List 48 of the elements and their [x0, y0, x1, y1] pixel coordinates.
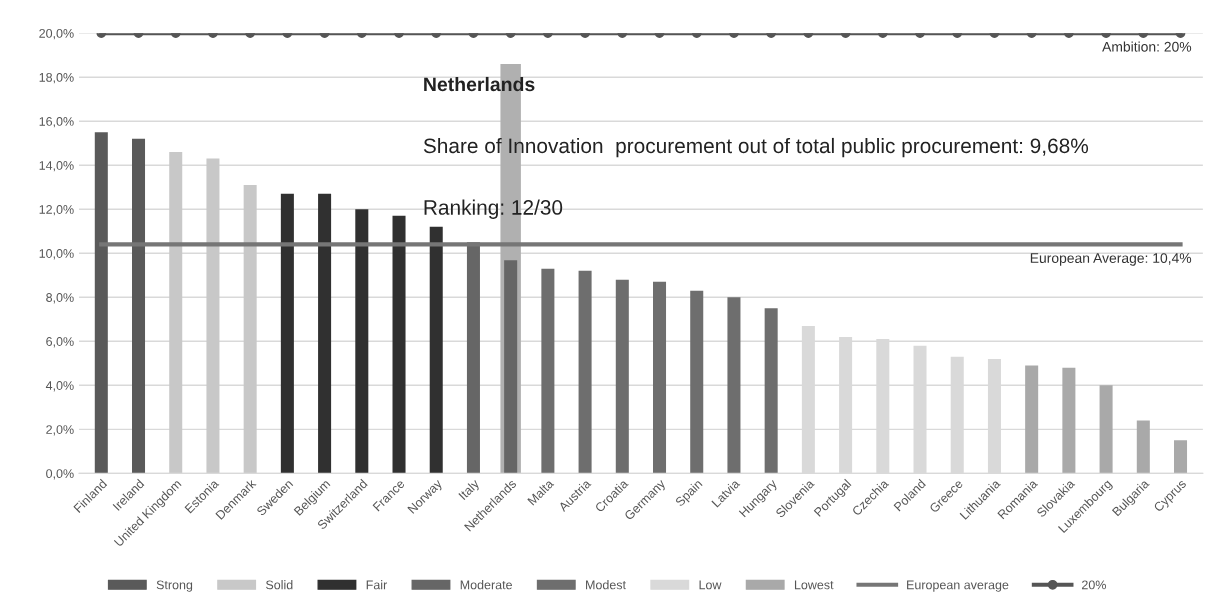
- bar: [429, 226, 443, 474]
- bar: [280, 193, 294, 474]
- legend-label: 20%: [1082, 580, 1106, 590]
- bar: [392, 215, 406, 474]
- bar: [1025, 365, 1039, 474]
- bar: [541, 268, 555, 474]
- y-tick-label: 20,0%: [39, 28, 74, 40]
- y-tick-label: 0,0%: [46, 469, 74, 480]
- y-tick-label: 8,0%: [46, 293, 74, 304]
- bar: [727, 297, 741, 474]
- bar: [690, 290, 704, 474]
- bar: [504, 260, 518, 474]
- legend-label: Moderate: [460, 580, 512, 590]
- bar: [764, 308, 778, 474]
- bar: [615, 279, 629, 474]
- y-tick-label: 10,0%: [39, 249, 74, 260]
- bar: [206, 158, 220, 474]
- y-tick-label: 16,0%: [39, 117, 74, 128]
- bar: [1136, 420, 1150, 474]
- annotation: Ranking: 12/30: [424, 199, 563, 219]
- y-tick-label: 18,0%: [39, 72, 74, 84]
- legend-label: Solid: [265, 580, 293, 590]
- legend-label: Lowest: [794, 580, 834, 590]
- y-tick-label: 14,0%: [39, 161, 74, 172]
- annotation: Ambition: 20%: [1102, 41, 1192, 52]
- y-tick-label: 6,0%: [46, 337, 74, 348]
- bar: [355, 209, 369, 474]
- legend-label: Fair: [366, 580, 388, 590]
- bar: [243, 185, 257, 474]
- annotation: Share of Innovation procurement out of total public procurement: 9,68%: [423, 137, 1089, 158]
- y-tick-label: 12,0%: [39, 205, 74, 216]
- y-tick-label: 2,0%: [46, 425, 74, 436]
- bar: [1099, 385, 1113, 474]
- bar: [1174, 440, 1188, 474]
- legend-label: European average: [907, 580, 1009, 592]
- legend-label: Strong: [156, 580, 193, 592]
- bar: [653, 281, 667, 474]
- bar: [132, 138, 146, 474]
- bar: [1062, 367, 1076, 474]
- bar: [318, 193, 332, 474]
- annotation: Netherlands: [424, 76, 535, 92]
- bar: [578, 270, 592, 474]
- legend-label: Modest: [586, 580, 626, 590]
- bar: [169, 152, 183, 474]
- y-tick-label: 4,0%: [45, 381, 74, 392]
- annotation: European Average: 10,4%: [1030, 253, 1192, 266]
- bar: [94, 132, 108, 474]
- legend-label: Low: [699, 580, 722, 590]
